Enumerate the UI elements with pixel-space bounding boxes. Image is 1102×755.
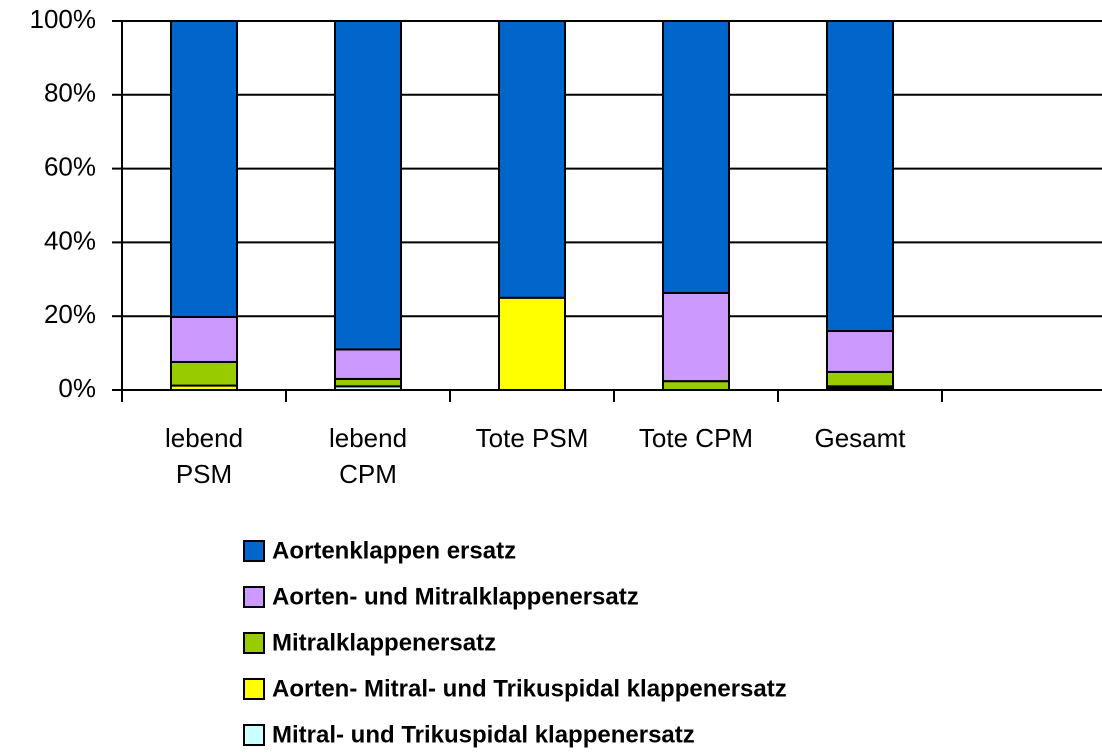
- bar-segment: [826, 20, 894, 332]
- bar-segment: [662, 380, 730, 392]
- y-tick-label: 80%: [44, 78, 96, 108]
- bar-segment: [498, 20, 566, 299]
- y-tick-label: 40%: [44, 225, 96, 255]
- bar-segment: [170, 360, 238, 387]
- y-tick-label: 20%: [44, 299, 96, 329]
- y-tick-label: 60%: [44, 151, 96, 181]
- bar-segment: [334, 20, 402, 351]
- bar-segment: [826, 370, 894, 388]
- x-tick-label: Gesamt: [814, 423, 906, 453]
- legend-swatch: [243, 724, 265, 746]
- legend-label: Aortenklappen ersatz: [272, 537, 516, 564]
- y-tick-label: 0%: [58, 373, 96, 403]
- legend-swatch: [243, 586, 265, 608]
- legend-label: Mitral- und Trikuspidal klappenersatz: [272, 721, 695, 748]
- x-tick-label: Tote CPM: [639, 423, 753, 453]
- legend-swatch: [243, 678, 265, 700]
- legend-label: Aorten- Mitral- und Trikuspidal klappene…: [272, 675, 787, 702]
- bar-segment: [170, 315, 238, 363]
- legend-label: Aorten- und Mitralklappenersatz: [272, 583, 639, 610]
- bar-segment: [334, 348, 402, 380]
- legend-label: Mitralklappenersatz: [272, 629, 496, 656]
- bar-segment: [170, 20, 238, 318]
- y-tick-label: 100%: [30, 4, 97, 34]
- bar-segment: [498, 296, 566, 391]
- legend-swatch: [243, 632, 265, 654]
- legend-swatch: [243, 540, 265, 562]
- bar-segment: [662, 20, 730, 294]
- bar-segment: [826, 329, 894, 373]
- x-tick-label: lebend PSM: [165, 423, 243, 489]
- bar-segment: [662, 291, 730, 383]
- x-tick-label: lebend CPM: [329, 423, 407, 489]
- x-tick-label: Tote PSM: [476, 423, 589, 453]
- bar-segment: [334, 377, 402, 388]
